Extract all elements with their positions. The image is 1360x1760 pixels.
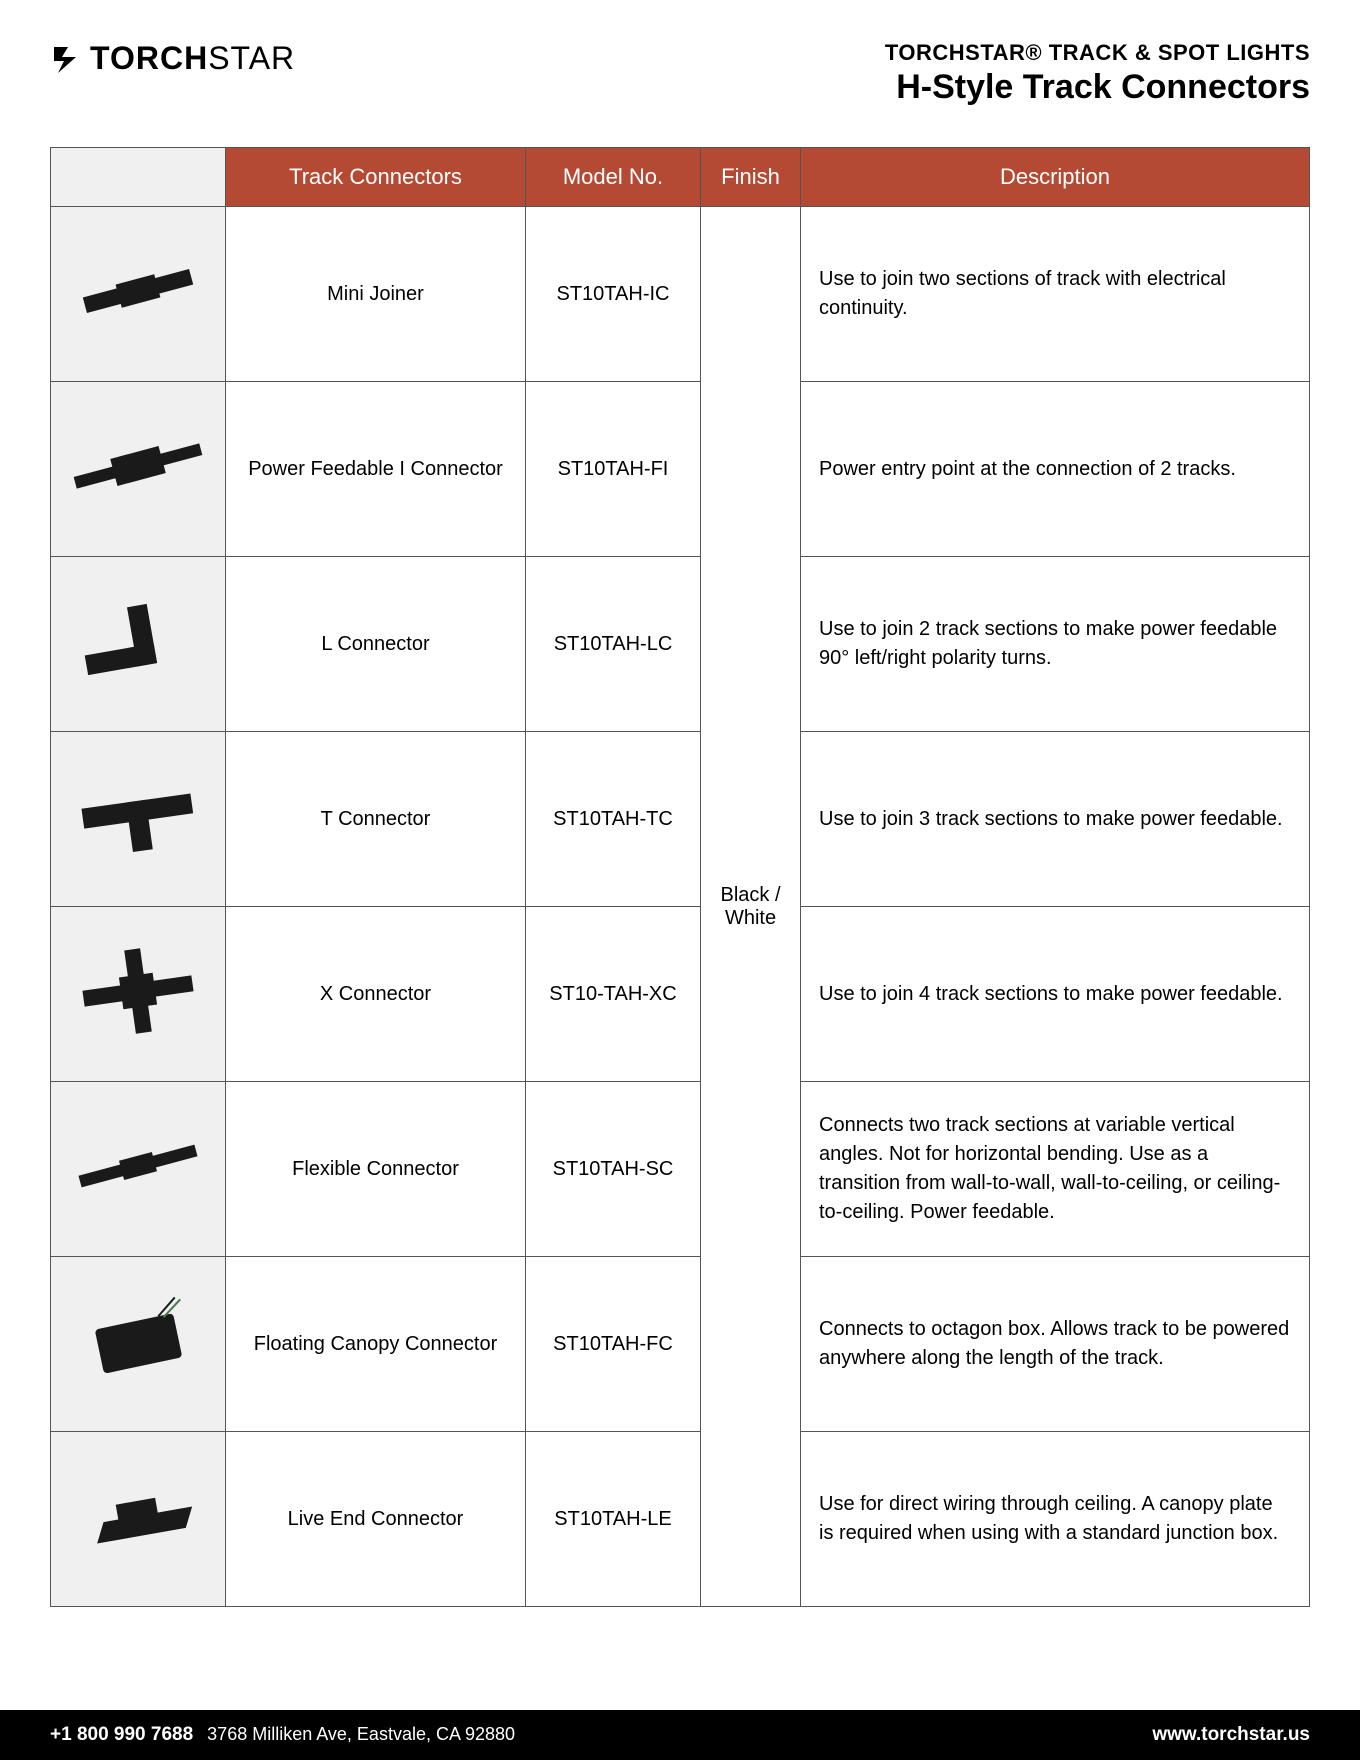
product-description: Use to join 3 track sections to make pow… [801,732,1310,907]
table-header-row: Track Connectors Model No. Finish Descri… [51,148,1310,207]
product-image [51,207,226,382]
product-model: ST10TAH-SC [526,1082,701,1257]
product-image [51,907,226,1082]
product-description: Connects to octagon box. Allows track to… [801,1257,1310,1432]
product-image [51,1257,226,1432]
table-row: Power Feedable I Connector ST10TAH-FI Po… [51,382,1310,557]
product-image [51,382,226,557]
table-row: X Connector ST10-TAH-XC Use to join 4 tr… [51,907,1310,1082]
product-model: ST10TAH-LE [526,1432,701,1607]
product-image [51,1432,226,1607]
product-model: ST10TAH-FI [526,382,701,557]
footer-phone: +1 800 990 7688 [50,1724,193,1746]
product-finish: Black / White [701,207,801,1607]
table-row: Live End Connector ST10TAH-LE Use for di… [51,1432,1310,1607]
product-model: ST10TAH-TC [526,732,701,907]
product-image [51,1082,226,1257]
column-header-model: Model No. [526,148,701,207]
connectors-table: Track Connectors Model No. Finish Descri… [50,147,1310,1607]
product-description: Use to join 2 track sections to make pow… [801,557,1310,732]
footer-address: 3768 Milliken Ave, Eastvale, CA 92880 [207,1724,515,1745]
page-header: TORCHSTAR TORCHSTAR® TRACK & SPOT LIGHTS… [50,40,1310,107]
product-name: Mini Joiner [226,207,526,382]
product-description: Power entry point at the connection of 2… [801,382,1310,557]
product-name: Live End Connector [226,1432,526,1607]
torch-icon [50,43,82,75]
product-name: Power Feedable I Connector [226,382,526,557]
table-row: Floating Canopy Connector ST10TAH-FC Con… [51,1257,1310,1432]
column-header-finish: Finish [701,148,801,207]
column-header-image [51,148,226,207]
product-model: ST10TAH-IC [526,207,701,382]
product-model: ST10-TAH-XC [526,907,701,1082]
column-header-description: Description [801,148,1310,207]
product-description: Connects two track sections at variable … [801,1082,1310,1257]
product-description: Use to join 4 track sections to make pow… [801,907,1310,1082]
product-name: X Connector [226,907,526,1082]
page-title: H-Style Track Connectors [885,68,1310,107]
product-description: Use for direct wiring through ceiling. A… [801,1432,1310,1607]
product-name: Flexible Connector [226,1082,526,1257]
footer-website: www.torchstar.us [1152,1724,1310,1746]
product-description: Use to join two sections of track with e… [801,207,1310,382]
page-footer: +1 800 990 7688 3768 Milliken Ave, Eastv… [0,1710,1360,1760]
table-row: L Connector ST10TAH-LC Use to join 2 tra… [51,557,1310,732]
product-name: T Connector [226,732,526,907]
product-image [51,557,226,732]
brand-name: TORCHSTAR [90,40,295,77]
product-name: L Connector [226,557,526,732]
product-category: TORCHSTAR® TRACK & SPOT LIGHTS [885,40,1310,66]
product-model: ST10TAH-LC [526,557,701,732]
product-image [51,732,226,907]
column-header-name: Track Connectors [226,148,526,207]
table-row: Mini Joiner ST10TAH-IC Black / White Use… [51,207,1310,382]
product-model: ST10TAH-FC [526,1257,701,1432]
table-row: Flexible Connector ST10TAH-SC Connects t… [51,1082,1310,1257]
product-name: Floating Canopy Connector [226,1257,526,1432]
brand-logo: TORCHSTAR [50,40,295,77]
table-row: T Connector ST10TAH-TC Use to join 3 tra… [51,732,1310,907]
